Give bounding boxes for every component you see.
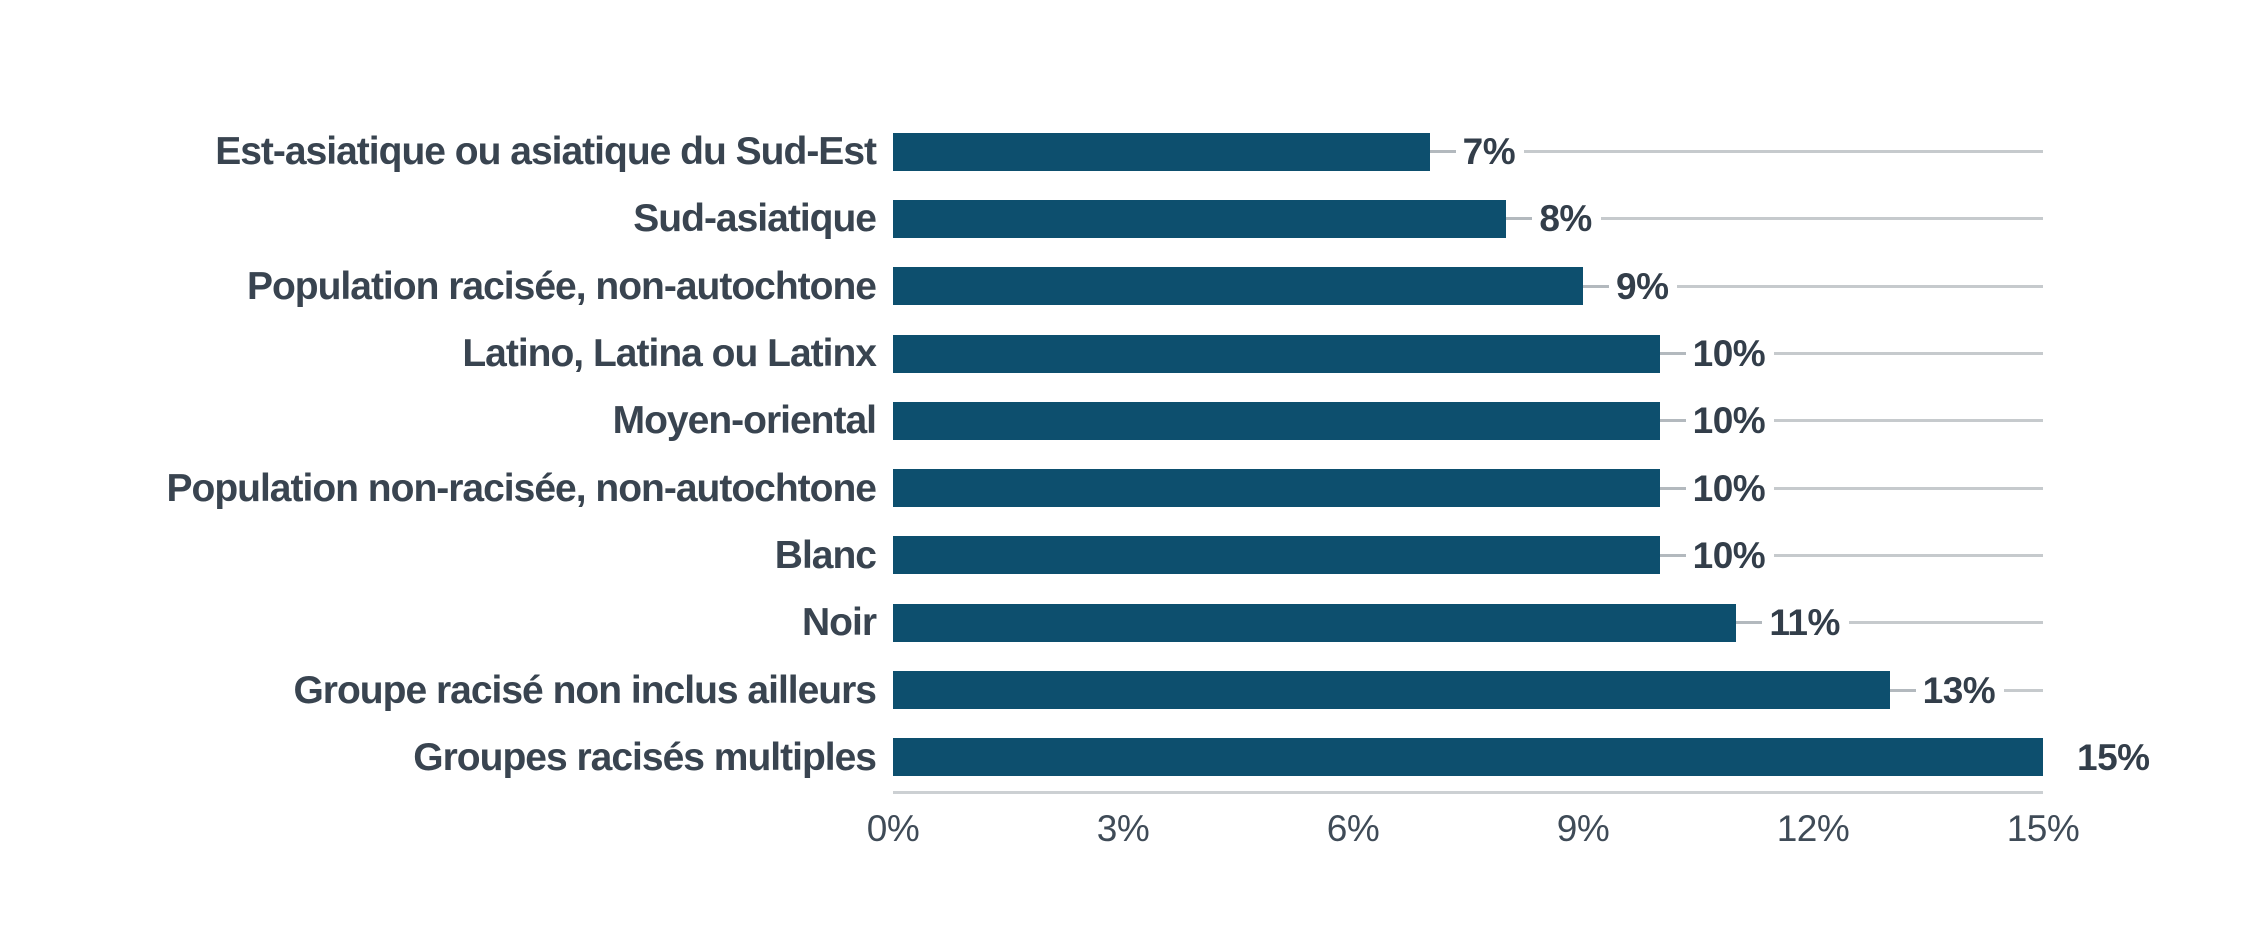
value-label-group: 13% [1889, 656, 2043, 723]
leader-line [1736, 621, 1763, 625]
plot-area: 13% [893, 656, 2043, 723]
x-tick-label: 3% [1096, 807, 1150, 849]
value-label: 7% [1462, 131, 1516, 173]
value-label-group: 10% [1659, 320, 2043, 387]
value-label: 9% [1616, 265, 1669, 307]
bar-row: Groupe racisé non inclus ailleurs 13% [110, 656, 2043, 723]
leader-line [1506, 217, 1533, 221]
leader-line [1659, 553, 1686, 557]
value-label-group: 7% [1429, 118, 2043, 185]
plot-area: 9% [893, 253, 2043, 320]
x-tick-label: 12% [1776, 807, 1850, 849]
value-label: 15% [2077, 736, 2150, 778]
value-label: 10% [1692, 400, 1766, 442]
bar-row: Moyen-oriental 10% [110, 387, 2043, 454]
value-label: 10% [1692, 333, 1766, 375]
value-label: 11% [1769, 602, 1840, 644]
bar [893, 199, 1507, 238]
category-label: Est-asiatique ou asiatique du Sud-Est [215, 130, 877, 174]
plot-area: 11% [893, 589, 2043, 656]
grid-line [1848, 621, 2043, 625]
horizontal-bar-chart: Est-asiatique ou asiatique du Sud-Est 7% S… [110, 118, 2150, 851]
bar [893, 334, 1660, 373]
value-label-group: 10% [1659, 387, 2043, 454]
plot-area: 10% [893, 454, 2043, 521]
x-axis-line [893, 790, 2043, 794]
bar-row: Sud-asiatique 8% [110, 185, 2043, 252]
plot-area: 10% [893, 387, 2043, 454]
bar-row: Groupes racisés multiples 15% [110, 724, 2150, 791]
value-label-group: 9% [1583, 253, 2043, 320]
category-label: Sud-asiatique [633, 197, 877, 241]
category-label: Blanc [774, 533, 877, 577]
bar-row: Blanc 10% [110, 522, 2043, 589]
bar-rows: Est-asiatique ou asiatique du Sud-Est 7% S… [110, 118, 2150, 791]
leader-line [1659, 486, 1686, 490]
leader-line [1429, 150, 1456, 154]
value-label-group: 10% [1659, 454, 2043, 521]
category-label: Latino, Latina ou Latinx [462, 332, 877, 376]
bar-row: Population non-racisée, non-autochtone 10… [110, 454, 2043, 521]
bar-row: Noir 11% [110, 589, 2043, 656]
bar-row: Est-asiatique ou asiatique du Sud-Est 7% [110, 118, 2043, 185]
grid-line [1524, 150, 2043, 154]
grid-line [1774, 486, 2043, 490]
grid-line [1774, 352, 2043, 356]
leader-line [1583, 284, 1609, 288]
leader-line [1889, 688, 1916, 692]
bar [893, 401, 1660, 440]
x-tick-label: 0% [866, 807, 920, 849]
category-label: Population non-racisée, non-autochtone [166, 466, 877, 510]
grid-line [2004, 688, 2043, 692]
bar-row: Population racisée, non-autochtone 9% [110, 253, 2043, 320]
plot-area: 15% [893, 724, 2150, 791]
x-axis-ticks: 0% 3% 6% 9% 12% 15% [867, 807, 2080, 851]
grid-line [1600, 217, 2043, 221]
x-tick-label: 15% [2006, 807, 2080, 849]
category-label: Moyen-oriental [612, 399, 877, 443]
plot-area: 8% [893, 185, 2043, 252]
plot-area: 10% [893, 522, 2043, 589]
x-tick-label: 9% [1556, 807, 1610, 849]
category-label: Groupes racisés multiples [413, 735, 877, 779]
category-label: Population racisée, non-autochtone [246, 264, 877, 308]
leader-line [1659, 419, 1686, 423]
x-tick-label: 6% [1326, 807, 1380, 849]
bar [893, 671, 1890, 710]
category-label: Groupe racisé non inclus ailleurs [293, 668, 877, 712]
grid-line [1774, 553, 2043, 557]
value-label: 13% [1922, 669, 1996, 711]
bar [893, 469, 1660, 508]
bar [893, 536, 1660, 575]
category-label: Noir [802, 601, 877, 645]
grid-line [1677, 284, 2043, 288]
bar [893, 603, 1737, 642]
value-label: 10% [1692, 534, 1766, 576]
value-label-group: 11% [1736, 589, 2043, 656]
value-label-group: 15% [2043, 724, 2150, 791]
value-label-group: 10% [1659, 522, 2043, 589]
bar [893, 267, 1583, 306]
value-label: 8% [1539, 198, 1592, 240]
leader-line [1659, 352, 1686, 356]
value-label: 10% [1692, 467, 1766, 509]
value-label-group: 8% [1506, 185, 2043, 252]
plot-area: 10% [893, 320, 2043, 387]
bar [893, 738, 2043, 777]
plot-area: 7% [893, 118, 2043, 185]
bar-row: Latino, Latina ou Latinx 10% [110, 320, 2043, 387]
grid-line [1774, 419, 2043, 423]
bar [893, 132, 1430, 171]
